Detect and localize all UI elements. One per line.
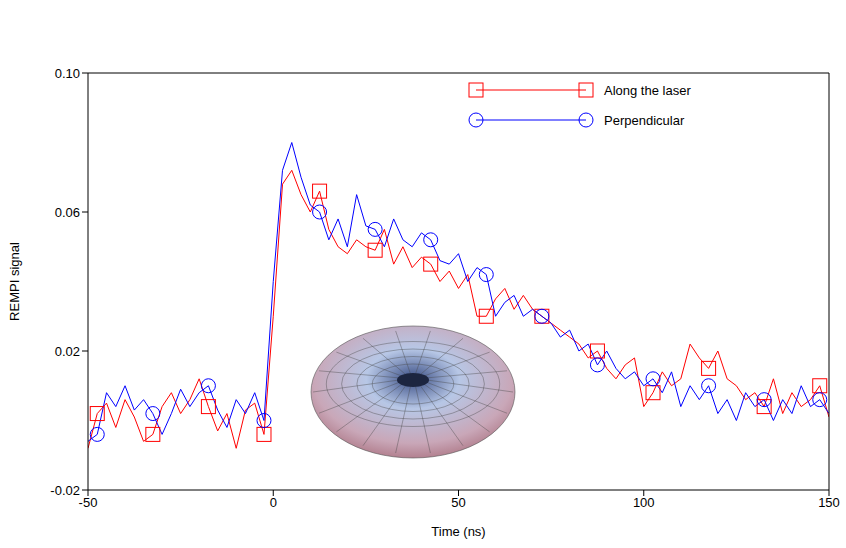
svg-text:REMPI signal: REMPI signal	[7, 242, 22, 321]
svg-text:Time (ns): Time (ns)	[431, 524, 485, 539]
svg-text:100: 100	[633, 495, 655, 510]
svg-text:0.06: 0.06	[55, 205, 80, 220]
html-text:Along the laser: Along the laser	[604, 82, 691, 98]
svg-text:0.02: 0.02	[55, 344, 80, 359]
svg-text:0: 0	[270, 495, 277, 510]
svg-text:-0.02: -0.02	[50, 483, 80, 498]
svg-text:0.10: 0.10	[55, 66, 80, 81]
svg-text:150: 150	[818, 495, 840, 510]
svg-text:50: 50	[451, 495, 465, 510]
svg-text:-50: -50	[79, 495, 98, 510]
html-text:Perpendicular: Perpendicular	[604, 112, 685, 128]
